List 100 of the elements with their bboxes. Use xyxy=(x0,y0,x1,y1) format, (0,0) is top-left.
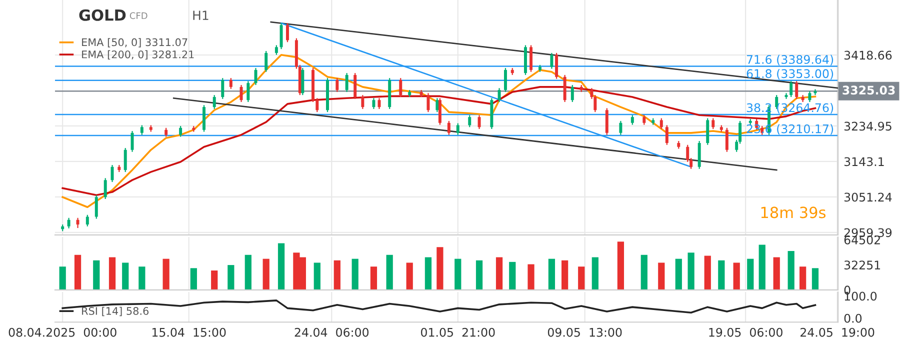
annotation: 18m 39s xyxy=(761,206,826,218)
candlestick xyxy=(468,114,472,128)
bar xyxy=(262,258,270,290)
candlestick xyxy=(94,194,98,220)
bar xyxy=(352,258,358,290)
bar xyxy=(812,268,819,290)
bar xyxy=(386,254,393,290)
candlestick xyxy=(76,217,80,229)
candlestick xyxy=(725,127,728,152)
annotation: GOLD xyxy=(79,9,126,21)
bar xyxy=(617,242,624,290)
candlestick xyxy=(456,122,460,136)
candlestick xyxy=(301,67,304,96)
candlestick xyxy=(504,67,507,93)
candlestick xyxy=(345,72,348,93)
bar xyxy=(640,254,648,290)
candlestick xyxy=(698,140,701,170)
candlestick xyxy=(286,22,289,43)
bar xyxy=(370,266,378,290)
bar xyxy=(59,266,66,290)
candlestick xyxy=(280,22,283,50)
bar xyxy=(578,266,585,290)
candlestick xyxy=(212,94,216,110)
candlestick xyxy=(665,124,668,146)
annotation: CFD xyxy=(130,12,148,20)
candlestick xyxy=(378,98,381,110)
bar xyxy=(406,262,413,290)
y-tick-label: 3418.66 xyxy=(844,50,892,60)
bar xyxy=(733,262,740,290)
ref-line-label: 61.8 (3353.00) xyxy=(746,68,834,80)
candlestick xyxy=(436,98,439,113)
x-tick-label: 01.05 21:00 xyxy=(421,328,495,337)
candlestick xyxy=(478,114,481,130)
ref-line-label: 3325.03 xyxy=(842,86,895,95)
candlestick xyxy=(555,52,558,80)
legend-label: RSI [14] 58.6 xyxy=(82,306,149,316)
bar xyxy=(548,258,556,290)
candlestick xyxy=(795,80,798,100)
x-tick-label: 24.04 06:00 xyxy=(294,328,369,337)
x-tick-label: 15.04 15:00 xyxy=(152,328,226,337)
bar xyxy=(211,270,218,290)
candlestick xyxy=(354,72,357,100)
bar xyxy=(476,260,483,290)
candlestick xyxy=(372,98,376,110)
bar xyxy=(562,260,568,290)
candlestick xyxy=(570,84,574,103)
bar xyxy=(718,260,725,290)
bar xyxy=(747,258,754,290)
candlestick xyxy=(104,178,107,200)
legend-label: EMA [200, 0] 3281.21 xyxy=(82,50,194,60)
candlestick xyxy=(706,118,710,146)
bar xyxy=(688,252,694,290)
bar xyxy=(334,260,340,290)
candlestick xyxy=(790,80,793,98)
candlestick xyxy=(642,114,646,126)
y-tick-label: 3143.1 xyxy=(844,157,884,166)
candlestick xyxy=(712,118,715,130)
candlestick xyxy=(229,78,232,90)
ref-line-label: 71.6 (3389.64) xyxy=(746,54,834,66)
bar xyxy=(592,257,598,290)
bar xyxy=(314,262,320,290)
bar xyxy=(436,247,444,290)
candlestick xyxy=(264,50,268,72)
bar xyxy=(244,254,252,290)
bar xyxy=(788,251,794,290)
y-tick-label: 3051.24 xyxy=(844,192,892,202)
bar xyxy=(773,257,780,290)
annotation: H1 xyxy=(193,10,208,20)
bar xyxy=(228,265,234,290)
bar xyxy=(108,257,116,290)
candlestick xyxy=(808,90,812,103)
candlestick xyxy=(660,118,663,130)
bar xyxy=(454,258,462,290)
candlestick xyxy=(399,78,402,98)
candlestick xyxy=(67,217,70,229)
bar xyxy=(496,257,503,290)
candlestick xyxy=(498,88,501,103)
bar xyxy=(528,264,534,290)
bar xyxy=(190,268,197,290)
x-tick-label: 09.05 13:00 xyxy=(548,328,622,337)
bar xyxy=(509,262,516,290)
candlestick xyxy=(179,125,182,138)
x-tick-label: 24.05 19:00 xyxy=(800,328,874,337)
candlestick xyxy=(426,92,430,113)
candlestick xyxy=(240,84,243,103)
candlestick xyxy=(274,44,278,56)
candlestick xyxy=(563,74,566,103)
bar xyxy=(74,254,82,290)
candlestick xyxy=(438,98,442,126)
candlestick xyxy=(221,78,224,100)
candlestick xyxy=(361,94,364,110)
candlestick xyxy=(336,78,339,93)
bar xyxy=(424,257,432,290)
bar xyxy=(278,243,285,290)
bar xyxy=(122,262,129,290)
bar xyxy=(704,256,711,290)
y-tick-label: 0.0 xyxy=(844,314,862,323)
bar xyxy=(758,244,766,290)
candlestick xyxy=(246,80,250,103)
candlestick xyxy=(619,120,622,136)
